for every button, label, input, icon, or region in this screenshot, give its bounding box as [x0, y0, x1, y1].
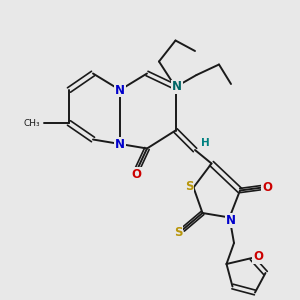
Text: S: S: [185, 179, 193, 193]
Text: CH₃: CH₃: [24, 118, 40, 127]
Text: O: O: [131, 167, 142, 181]
Text: N: N: [172, 80, 182, 94]
Text: S: S: [174, 226, 183, 239]
Text: O: O: [262, 181, 272, 194]
Text: H: H: [201, 137, 210, 148]
Text: N: N: [115, 137, 125, 151]
Text: O: O: [253, 250, 263, 263]
Text: N: N: [115, 83, 125, 97]
Text: N: N: [226, 214, 236, 227]
